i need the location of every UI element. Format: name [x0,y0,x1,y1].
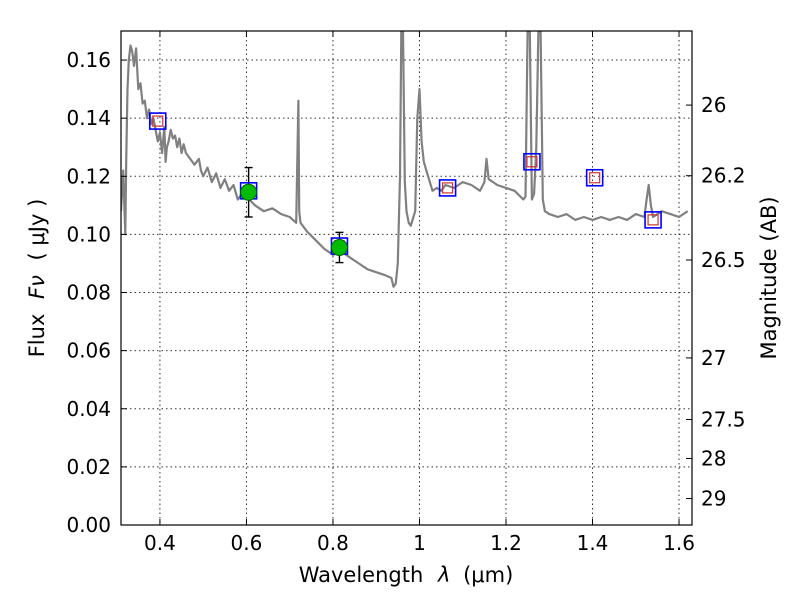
x-axis-title-unit: (μm) [463,563,513,587]
y-tick-label: 0.04 [66,397,111,421]
grid-lines [121,31,692,525]
model-point-inner [152,115,164,127]
x-tick-label: 1 [413,531,426,555]
y-tick-label: 0.14 [66,106,111,130]
y-tick-label: 0.12 [66,164,111,188]
plot-frame [120,30,693,526]
y-tick-label: 0.10 [66,222,111,246]
model-point-box [148,112,167,130]
axis-ticks [121,31,692,526]
detection-point [240,183,258,201]
y-tick-label: 0.00 [66,513,111,537]
x-tick-label: 1.2 [490,531,522,555]
x-axis-title: Wavelength λ (μm) [299,563,514,587]
y2-tick-labels: 26 26.2 26.5 27 27.5 28 29 [701,93,746,510]
model-point-box [438,179,457,197]
y2-tick-label: 26.2 [701,164,746,188]
y2-tick-label: 27 [701,346,726,370]
x-tick-label: 0.6 [231,531,263,555]
detection-series [240,183,348,256]
y-axis-title-prefix: Flux [25,314,49,358]
y-axis-title-symbol: Fν [25,275,49,299]
y2-tick-label: 27.5 [701,408,746,432]
y2-tick-label: 26.5 [701,248,746,272]
x-tick-labels: 0.4 0.6 0.8 1 1.2 1.4 1.6 [144,531,695,555]
x-tick-label: 1.4 [577,531,609,555]
spectrum-series [121,31,689,288]
y-tick-labels: 0.00 0.02 0.04 0.06 0.08 0.10 0.12 0.14 0.16 [66,48,111,537]
y2-tick-label: 29 [701,487,726,511]
x-tick-label: 0.4 [144,531,176,555]
y-tick-label: 0.16 [66,48,111,72]
model-point-inner [589,172,601,184]
y-tick-label: 0.06 [66,339,111,363]
model-point-box [585,168,604,187]
model-point-box [644,211,662,229]
y-tick-label: 0.02 [66,455,111,479]
errorbar-series [244,166,344,264]
model-point-inner [441,182,454,194]
model-point-box [523,152,541,171]
x-tick-label: 0.8 [317,531,349,555]
x-axis-title-prefix: Wavelength [299,563,424,587]
y-axis-title-unit: ( μJy ) [25,199,49,261]
y-tick-label: 0.08 [66,281,111,305]
x-axis-title-symbol: λ [437,563,450,587]
y-axis-title: Flux Fν ( μJy ) [25,199,49,358]
detection-point [330,238,348,256]
y2-axis-title: Magnitude (AB) [757,196,781,359]
x-tick-label: 1.6 [663,531,695,555]
y2-tick-label: 28 [701,446,726,470]
y2-tick-label: 26 [701,93,726,117]
spectrum-line [121,31,689,288]
model-point-inner [526,156,538,168]
model-point-inner [647,214,659,226]
